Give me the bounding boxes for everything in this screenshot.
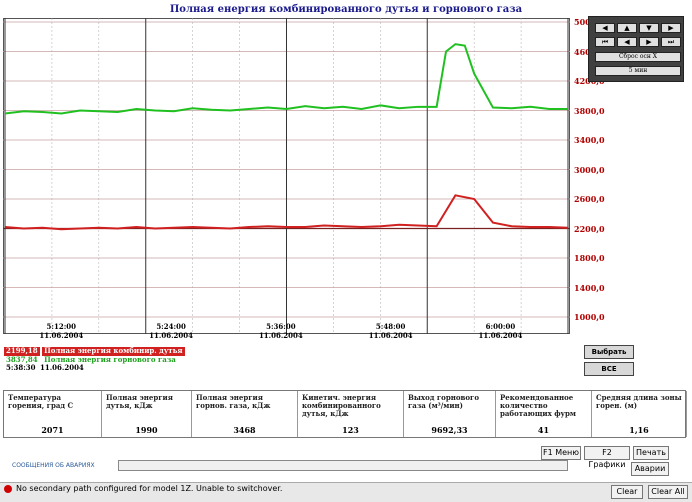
alarm-field	[118, 460, 568, 471]
table-value: 1990	[135, 425, 158, 435]
table-cell: Выход горнового газа (м³/мин) 9692,33	[404, 391, 496, 437]
status-message: No secondary path configured for model 1…	[16, 484, 283, 493]
x-tick-date: 11.06.2004	[258, 331, 303, 340]
table-value: 3468	[233, 425, 256, 435]
table-cell: Полная энергия горнов. газа, кДж 3468	[192, 391, 298, 437]
x-tick-label: 6:00:00 11.06.2004	[465, 322, 535, 340]
print-button[interactable]: Печать	[633, 446, 669, 460]
skip-first-icon[interactable]: ⏮	[595, 37, 615, 47]
arrow-up-icon[interactable]: ▲	[617, 23, 637, 33]
x-tick-time: 5:48:00	[375, 322, 406, 331]
table-value: 2071	[41, 425, 64, 435]
x-tick-time: 5:12:00	[46, 322, 77, 331]
table-header: Полная энергия дутья, кДж	[106, 393, 173, 410]
navigation-panel: ◀ ▲ ▼ ▶ ⏮ ◀ ▶ ⏭ Сброс осн X 5 мин	[588, 16, 684, 82]
f2-charts-button[interactable]: F2 Графики	[584, 446, 630, 469]
page-title: Полная енергия комбинированного дутья и …	[169, 4, 523, 15]
x-tick-date: 11.06.2004	[478, 331, 523, 340]
chart-legend: 2199,18 Полная энергия комбинир. дутья 3…	[4, 346, 185, 373]
legend-red-label: Полная энергия комбинир. дутья	[42, 346, 185, 356]
x-tick-time: 5:24:00	[156, 322, 186, 331]
table-cell: Рекомендованное количество работающих фу…	[496, 391, 592, 437]
y-tick-label: 2200,0	[574, 223, 605, 234]
y-tick-label: 3400,0	[574, 135, 605, 145]
clear-all-button[interactable]: Clear All	[648, 485, 688, 499]
table-value: 9692,33	[431, 425, 468, 435]
legend-green-value: 3837,84	[6, 354, 38, 364]
table-cell: Температура горения, град С 2071	[4, 391, 102, 437]
skip-last-icon[interactable]: ⏭	[661, 37, 681, 47]
select-button[interactable]: Выбрать	[584, 345, 634, 359]
cursor-date: 11.06.2004	[39, 363, 84, 372]
alarms-button[interactable]: Аварии	[631, 462, 669, 476]
x-tick-label: 5:12:00 11.06.2004	[26, 322, 96, 340]
x-tick-time: 5:36:00	[266, 322, 296, 331]
legend-green-label: Полная энергия горнового газа	[44, 354, 176, 364]
arrow-right-icon[interactable]: ▶	[639, 37, 659, 47]
y-tick-label: 2600,0	[574, 194, 605, 204]
table-value: 41	[537, 425, 550, 435]
y-tick-label: 1800,0	[574, 253, 605, 263]
table-header: Средняя длина зоны горен. (м)	[596, 393, 682, 410]
series-line-0	[4, 194, 569, 231]
y-tick-label: 1400,0	[574, 282, 605, 293]
series-line-1	[4, 43, 568, 115]
chart-plot	[3, 18, 570, 334]
cursor-time: 5:38:30	[6, 363, 36, 372]
table-value: 123	[342, 425, 359, 435]
x-tick-label: 5:48:00 11.06.2004	[356, 322, 426, 340]
arrow-right-icon[interactable]: ▶	[661, 23, 681, 33]
f1-menu-button[interactable]: F1 Меню	[541, 446, 581, 460]
y-tick-label: 1000,0	[574, 312, 605, 322]
status-bar	[0, 482, 692, 502]
table-header: Выход горнового газа (м³/мин)	[408, 393, 480, 410]
alarm-label: СООБЩЕНИЯ ОБ АВАРИЯХ	[12, 462, 95, 469]
arrow-left-icon[interactable]: ◀	[595, 23, 615, 33]
table-header: Рекомендованное количество работающих фу…	[500, 393, 576, 418]
reset-x-axis-button[interactable]: Сброс осн X	[595, 52, 681, 62]
error-icon	[4, 485, 12, 493]
x-tick-date: 11.06.2004	[149, 331, 193, 340]
table-cell: Кинетич. энергия комбинированного дутья,…	[298, 391, 404, 437]
table-value: 1,16	[629, 425, 649, 435]
all-button[interactable]: ВСЕ	[584, 362, 634, 376]
table-cell: Полная энергия дутья, кДж 1990	[102, 391, 192, 437]
clear-button[interactable]: Clear	[611, 485, 643, 499]
legend-red-value: 2199,18	[4, 346, 40, 356]
table-cell: Средняя длина зоны горен. (м) 1,16	[592, 391, 687, 437]
y-tick-label: 3800,0	[574, 105, 605, 116]
x-tick-date: 11.06.2004	[39, 331, 84, 340]
arrow-left-icon[interactable]: ◀	[617, 37, 637, 47]
y-tick-label: 3000,0	[574, 164, 605, 175]
x-tick-label: 5:24:00 11.06.2004	[136, 322, 206, 340]
time-step-button[interactable]: 5 мин	[595, 66, 681, 76]
table-header: Температура горения, град С	[8, 393, 74, 410]
table-header: Полная энергия горнов. газа, кДж	[196, 393, 271, 410]
x-tick-label: 5:36:00 11.06.2004	[246, 322, 316, 340]
x-tick-time: 6:00:00	[485, 322, 516, 331]
table-header: Кинетич. энергия комбинированного дутья,…	[302, 393, 381, 418]
arrow-down-icon[interactable]: ▼	[639, 23, 659, 33]
indicators-table: Температура горения, град С 2071 Полная эн…	[3, 390, 687, 438]
x-tick-date: 11.06.2004	[368, 331, 413, 340]
